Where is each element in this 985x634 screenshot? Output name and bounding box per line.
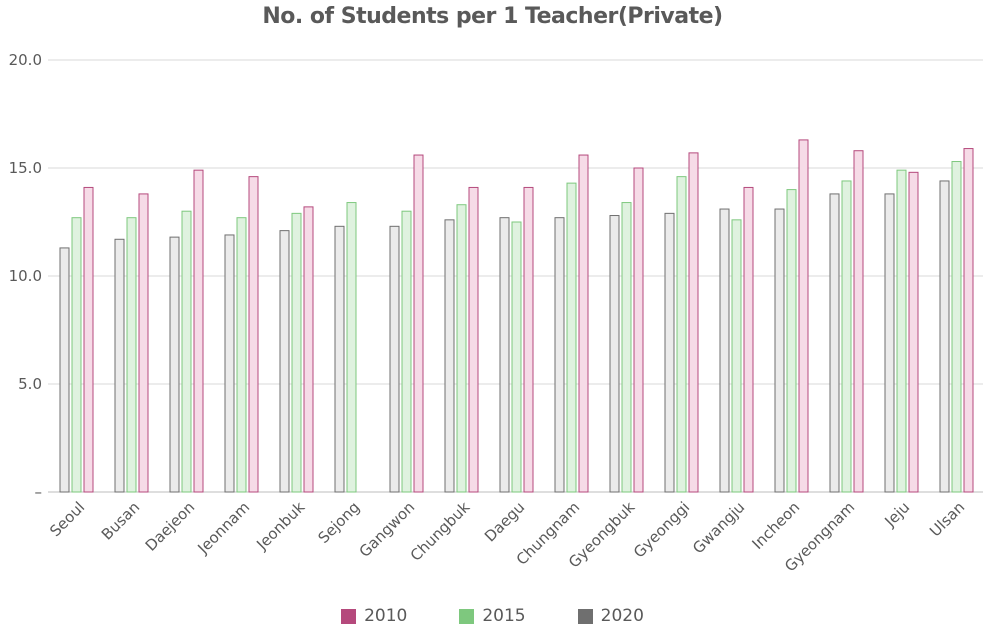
x-tick-label: Gyeonggi [630, 498, 693, 561]
bar-2020-gyeongnam [829, 193, 840, 493]
bar-2010-gyeongnam [853, 150, 864, 493]
legend-swatch-2015 [459, 608, 475, 624]
bar-2015-gyeongbuk [621, 202, 632, 493]
bar-2015-busan [126, 217, 137, 493]
bar-2010-jeju [908, 171, 919, 493]
x-tick-label: Incheon [748, 498, 803, 553]
bar-2020-jeonnam [224, 234, 235, 493]
bar-2010-gangwon [413, 154, 424, 493]
bar-2020-incheon [774, 208, 785, 493]
x-tick-label: Ulsan [926, 498, 968, 540]
bar-2015-daejeon [181, 210, 192, 493]
bar-2015-ulsan [951, 161, 962, 493]
bar-2010-busan [138, 193, 149, 493]
bar-2015-gyeonggi [676, 176, 687, 493]
y-tick-label: 10.0 [9, 267, 42, 285]
bar-2015-jeonnam [236, 217, 247, 493]
bar-2010-jeonnam [248, 176, 259, 493]
x-tick-label: Busan [98, 498, 143, 543]
y-tick-label: 15.0 [9, 159, 42, 177]
bar-2020-jeju [884, 193, 895, 493]
bar-2015-jeonbuk [291, 212, 302, 493]
bar-2020-chungnam [554, 217, 565, 493]
y-tick-label: 5.0 [18, 375, 42, 393]
bar-2020-gyeongbuk [609, 215, 620, 493]
bar-2010-daejeon [193, 169, 204, 493]
x-tick-label: Jeju [881, 498, 914, 531]
bar-2010-jeonbuk [303, 206, 314, 493]
x-tick-label: Daegu [481, 498, 528, 545]
bar-2015-sejong [346, 202, 357, 493]
bar-2015-gyeongnam [841, 180, 852, 493]
legend-label-2020: 2020 [600, 606, 644, 626]
bar-2010-incheon [798, 139, 809, 493]
bar-2020-jeonbuk [279, 230, 290, 493]
bar-2010-seoul [83, 186, 94, 493]
bar-2015-jeju [896, 169, 907, 493]
legend-label-2010: 2010 [364, 606, 408, 626]
bar-2020-daejeon [169, 236, 180, 493]
legend-swatch-2010 [341, 608, 357, 624]
bar-2015-gangwon [401, 210, 412, 493]
bar-2010-chungbuk [468, 186, 479, 493]
bar-2015-chungnam [566, 182, 577, 493]
x-tick-label: Gwangju [689, 498, 748, 557]
bar-2010-gyeonggi [688, 152, 699, 493]
legend-item-2020[interactable]: 2020 [577, 606, 644, 626]
legend-swatch-2020 [577, 608, 593, 624]
bar-2020-ulsan [939, 180, 950, 493]
y-tick-label: – [35, 483, 43, 501]
bar-2015-gwangju [731, 219, 742, 493]
x-tick-label: Jeonnam [193, 498, 253, 558]
bar-2020-chungbuk [444, 219, 455, 493]
bar-2020-gwangju [719, 208, 730, 493]
bar-2010-daegu [523, 186, 534, 493]
x-tick-label: Sejong [314, 498, 363, 547]
bar-2010-ulsan [963, 148, 974, 493]
bar-2020-busan [114, 238, 125, 493]
chart-title: No. of Students per 1 Teacher(Private) [262, 4, 723, 29]
x-tick-label: Seoul [46, 498, 88, 540]
bar-2015-incheon [786, 189, 797, 493]
bar-2020-sejong [334, 225, 345, 493]
x-tick-label: Jeonbuk [252, 498, 308, 554]
bar-2010-gyeongbuk [633, 167, 644, 493]
bar-2020-seoul [59, 247, 70, 493]
y-tick-label: 20.0 [9, 51, 42, 69]
bar-2020-gyeonggi [664, 212, 675, 493]
bar-2020-daegu [499, 217, 510, 493]
x-tick-label: Chungbuk [407, 498, 474, 565]
bar-2010-gwangju [743, 186, 754, 493]
bar-2010-chungnam [578, 154, 589, 493]
legend-label-2015: 2015 [482, 606, 526, 626]
bar-2015-daegu [511, 221, 522, 493]
legend-item-2015[interactable]: 2015 [459, 606, 526, 626]
legend: 2010 2015 2020 [0, 606, 985, 626]
bar-2020-gangwon [389, 225, 400, 493]
x-tick-label: Daejeon [142, 498, 199, 555]
bar-2015-chungbuk [456, 204, 467, 493]
bar-2015-seoul [71, 217, 82, 493]
legend-item-2010[interactable]: 2010 [341, 606, 407, 626]
